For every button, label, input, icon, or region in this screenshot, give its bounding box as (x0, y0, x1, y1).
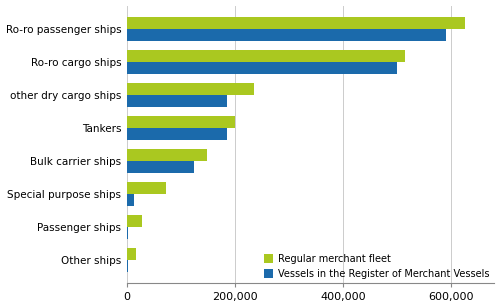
Bar (126, 128, 227, 140)
Bar (126, 194, 134, 206)
Bar (126, 248, 136, 260)
Legend: Regular merchant fleet, Vessels in the Register of Merchant Vessels: Regular merchant fleet, Vessels in the R… (264, 254, 490, 278)
Bar (126, 29, 446, 41)
Bar (126, 50, 405, 62)
Bar (126, 62, 397, 74)
Bar (126, 95, 227, 107)
Bar (126, 260, 128, 272)
Bar (126, 182, 166, 194)
Bar (126, 116, 235, 128)
Bar (126, 215, 142, 227)
Bar (126, 227, 128, 239)
Bar (126, 161, 194, 173)
Bar (126, 149, 207, 161)
Bar (126, 17, 464, 29)
Bar (126, 83, 254, 95)
